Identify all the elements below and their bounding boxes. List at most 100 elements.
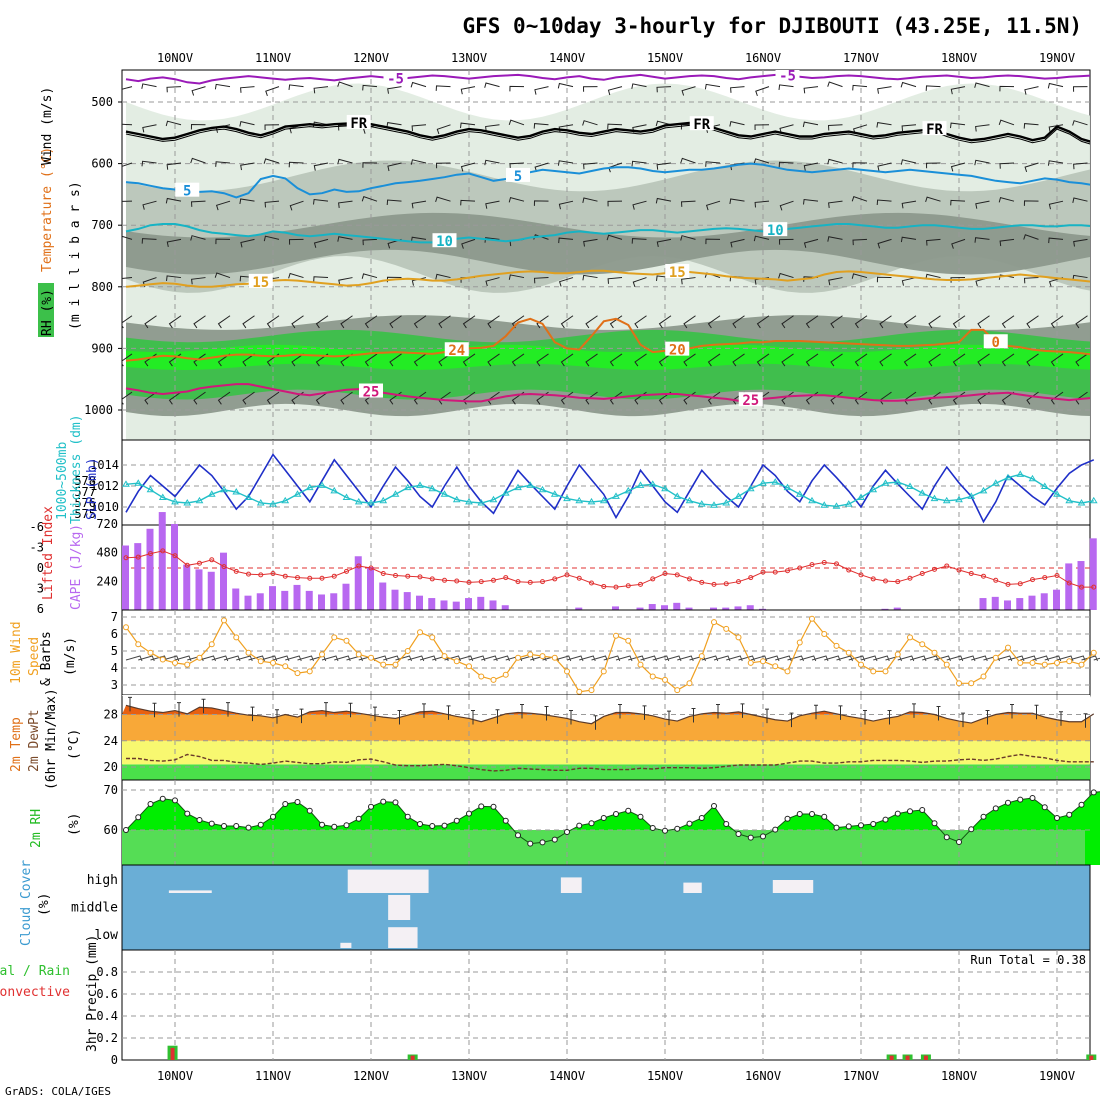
wind-barb	[900, 159, 917, 165]
minmax-whisker	[373, 706, 377, 722]
lifted-index-marker	[356, 563, 362, 569]
date-label-top: 17NOV	[843, 51, 879, 65]
precip-conv-bar	[923, 1055, 928, 1060]
wind-barb	[1050, 353, 1064, 367]
rh2m-marker	[821, 813, 828, 820]
thickness-marker	[685, 496, 694, 504]
precip-conv-bar	[170, 1047, 175, 1060]
wind-barb	[435, 85, 451, 91]
lifted-index-marker	[1066, 580, 1072, 586]
wind-barb	[337, 236, 353, 242]
wind-speed-marker	[956, 680, 962, 687]
wind-barb	[190, 235, 206, 241]
lifted-index-marker	[209, 557, 215, 563]
wind-speed-marker	[1029, 659, 1036, 666]
thickness-marker	[1065, 496, 1074, 504]
cape-bar	[428, 598, 436, 610]
cloud-cell	[683, 882, 702, 893]
pressure-tick: 1000	[84, 403, 113, 417]
wind-barb	[803, 86, 819, 94]
cape-bar	[171, 524, 178, 610]
wind-barb	[215, 161, 231, 167]
wind-barb	[607, 123, 623, 130]
wind-barb	[582, 120, 598, 126]
thickness-marker	[881, 479, 890, 486]
wind-panel-label-3: & Barbs	[39, 631, 54, 686]
rh2m-marker	[1005, 799, 1011, 806]
cloud-cell	[388, 927, 418, 948]
minmax-whisker	[985, 709, 990, 725]
minmax-whisker	[1034, 704, 1039, 720]
wind-tick: 6	[111, 627, 118, 641]
lifted-index-marker	[1054, 573, 1060, 579]
thickness-marker	[465, 497, 473, 505]
precip-conv-bar	[1089, 1055, 1094, 1060]
thickness-marker	[330, 486, 339, 494]
thickness-marker	[428, 484, 437, 492]
cloud-cell	[772, 880, 814, 893]
cape-bar	[207, 571, 215, 610]
contour-label: 20	[669, 343, 686, 359]
wind-barb	[1072, 197, 1088, 204]
temp2m-tick: 24	[104, 734, 118, 748]
thickness-marker	[171, 497, 179, 505]
wind-barb	[830, 391, 843, 405]
wind-barb	[533, 277, 549, 284]
wind-barb	[1072, 120, 1088, 126]
rh2m-marker	[551, 836, 558, 843]
thickness-marker	[930, 494, 939, 502]
wind-barb	[1047, 160, 1064, 166]
thickness-level-label: 1000~500mb	[55, 442, 70, 520]
temperature-label: Temperature (°C)	[40, 147, 55, 272]
rh2m-marker	[453, 817, 460, 824]
contour-label-bg	[738, 392, 763, 407]
wind-speed-marker	[135, 641, 142, 648]
cape-bar	[501, 605, 509, 610]
cape-bar	[195, 569, 203, 610]
wind-barb	[364, 353, 378, 367]
wind-barb	[928, 315, 941, 329]
wind-speed-marker	[576, 688, 583, 695]
temp-band-green	[122, 764, 1090, 780]
contour-label: 5	[514, 169, 522, 185]
wind-tick: 4	[111, 661, 118, 675]
lifted-index-marker	[454, 578, 460, 584]
upper-axis-labels: RH (%) Temperature (°C) Wind (m/s) (m i …	[38, 87, 83, 337]
wind-barb	[1073, 238, 1088, 247]
temp2m-label-4: (°C)	[67, 729, 82, 760]
lifted-index-marker	[687, 576, 692, 582]
wind-panel-label-4: (m/s)	[63, 637, 78, 676]
precip-bars	[167, 1045, 1097, 1060]
wind-barb	[165, 120, 182, 127]
wind-barb	[901, 277, 917, 286]
lifted-index-marker	[797, 565, 803, 571]
precip-conv-bar	[410, 1055, 415, 1060]
wind-barb	[900, 236, 917, 243]
wind-barb	[852, 84, 868, 91]
wind-barb	[168, 391, 182, 405]
wind-speed-marker	[613, 632, 619, 639]
wind-barb	[411, 124, 427, 132]
rh2m-marker	[698, 815, 705, 821]
millibars-label: (m i l l i b a r s)	[68, 181, 83, 330]
wind-barb	[509, 162, 525, 169]
wind-barb	[122, 200, 133, 202]
wind-barb	[413, 391, 427, 405]
cloud-axis: high middle low	[71, 873, 118, 943]
contour-label-bg	[665, 264, 690, 279]
thickness-marker	[452, 495, 461, 503]
rh2m-marker	[956, 839, 962, 845]
thickness-marker	[918, 489, 927, 496]
lifted-index-marker	[344, 568, 349, 574]
wind-barb	[778, 84, 794, 90]
wind-barb	[827, 236, 843, 242]
lifted-index-marker	[613, 584, 619, 590]
rh2m-marker	[135, 814, 142, 821]
wind-barb	[683, 353, 696, 367]
lifted-index-marker	[123, 555, 129, 561]
wind-barb	[558, 277, 574, 287]
wind-barb	[217, 315, 231, 329]
slp-label: SLP (mb)	[85, 457, 100, 520]
wind-barb	[266, 391, 280, 405]
